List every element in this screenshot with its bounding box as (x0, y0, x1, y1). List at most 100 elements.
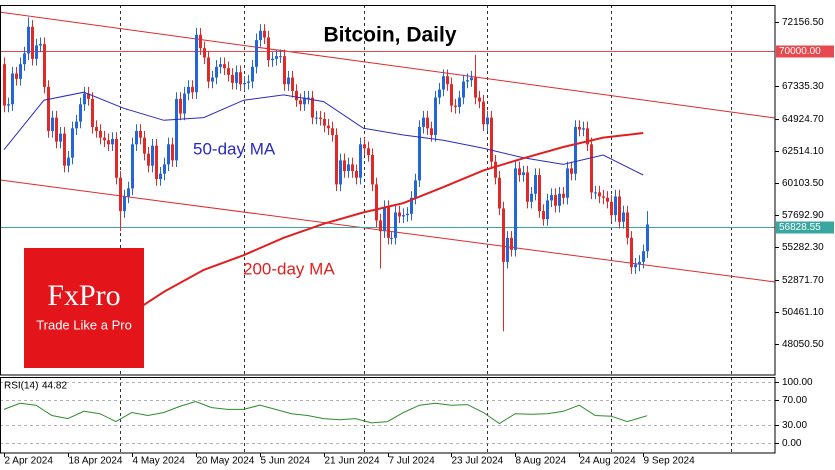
x-tick-label: 5 Jun 2024 (261, 456, 311, 467)
candle-body (299, 100, 302, 105)
candle-body (502, 208, 505, 262)
candle-body (135, 130, 138, 145)
candle-body (442, 76, 445, 90)
x-tick-label: 24 Aug 2024 (580, 456, 637, 467)
candle-body (99, 130, 102, 138)
candle-body (446, 76, 449, 85)
candle-body (227, 68, 230, 75)
candle-body (287, 77, 290, 85)
candle-body (115, 138, 118, 178)
candle-body (279, 56, 282, 58)
y-tick-label: 30.00 (782, 420, 807, 431)
candle-body (506, 237, 509, 262)
candle-body (574, 126, 577, 174)
candle-body (187, 86, 190, 94)
candle-body (263, 30, 266, 38)
candle-body (630, 237, 633, 268)
rsi-frame (0, 377, 776, 454)
y-tick-label: 70.00 (782, 395, 807, 406)
candle-body (243, 82, 246, 85)
level-tag (776, 221, 834, 234)
candle-body (271, 58, 274, 61)
x-tick-label: 20 May 2024 (197, 456, 255, 467)
candle-body (626, 212, 629, 238)
candle-body (410, 197, 413, 214)
candle-body (406, 213, 409, 216)
x-tick-label: 23 Jul 2024 (452, 456, 504, 467)
candle-body (315, 117, 318, 119)
candle-body (83, 93, 86, 105)
candle-body (394, 212, 397, 238)
y-tick-label: 48050.50 (782, 339, 824, 350)
candle-body (522, 172, 525, 176)
candle-body (542, 211, 545, 220)
candle-body (23, 53, 26, 65)
candle-body (111, 138, 114, 145)
rsi-plot (0, 377, 775, 453)
candle-body (398, 212, 401, 217)
candle-body (283, 56, 286, 85)
y-tick-label: 64924.70 (782, 114, 824, 125)
candle-body (478, 97, 481, 102)
candle-body (582, 128, 585, 130)
candle-body (638, 261, 641, 265)
rsi-line (3, 400, 648, 425)
candle-body (414, 180, 417, 198)
candle-body (59, 133, 62, 142)
candle-body (323, 118, 326, 126)
candle-body (259, 30, 262, 41)
candle-body (367, 148, 370, 156)
candle-body (167, 144, 170, 165)
candle-body (514, 168, 517, 250)
price-plot (0, 5, 775, 375)
candle-body (634, 264, 637, 268)
y-tick-label: 72156.50 (782, 17, 824, 28)
candle-body (486, 117, 489, 125)
candle-body (255, 40, 258, 67)
candle-body (606, 197, 609, 202)
candle-body (27, 26, 30, 54)
logo: FxPro Trade Like a Pro (24, 248, 144, 368)
candle-body (347, 164, 350, 172)
y-tick-label: 55282.30 (782, 242, 824, 253)
candle-body (498, 177, 501, 209)
candle-body (642, 251, 645, 262)
candle-body (203, 48, 206, 58)
candle-body (534, 175, 537, 194)
candle-body (191, 86, 194, 93)
candle-body (458, 97, 461, 107)
candle-body (430, 128, 433, 135)
candle-body (355, 171, 358, 178)
ma200-label: 200-day MA (243, 259, 335, 278)
x-tick-label: 8 Aug 2024 (516, 456, 567, 467)
moving-average (3, 91, 644, 176)
candle-body (39, 44, 42, 46)
level-label: 70000.00 (779, 46, 821, 57)
candle-body (622, 212, 625, 222)
candle-body (91, 98, 94, 127)
candle-body (359, 144, 362, 178)
candle-body (646, 224, 649, 252)
candle-body (219, 64, 222, 67)
candle-body (335, 134, 338, 185)
candle-body (207, 57, 210, 82)
candle-body (139, 130, 142, 138)
candle-body (494, 161, 497, 178)
candle-body (119, 177, 122, 212)
candle-body (307, 97, 310, 99)
candle-body (454, 105, 457, 107)
candle-body (155, 145, 158, 180)
candle-body (482, 101, 485, 125)
logo-box (24, 248, 144, 368)
candle-body (379, 220, 382, 232)
candle-body (578, 126, 581, 130)
candle-body (538, 175, 541, 212)
candle-body (147, 153, 150, 166)
trend-line (0, 11, 775, 119)
candle-body (199, 34, 202, 49)
candle-body (590, 144, 593, 193)
candle-body (530, 193, 533, 202)
y-tick-label: 52871.70 (782, 275, 824, 286)
